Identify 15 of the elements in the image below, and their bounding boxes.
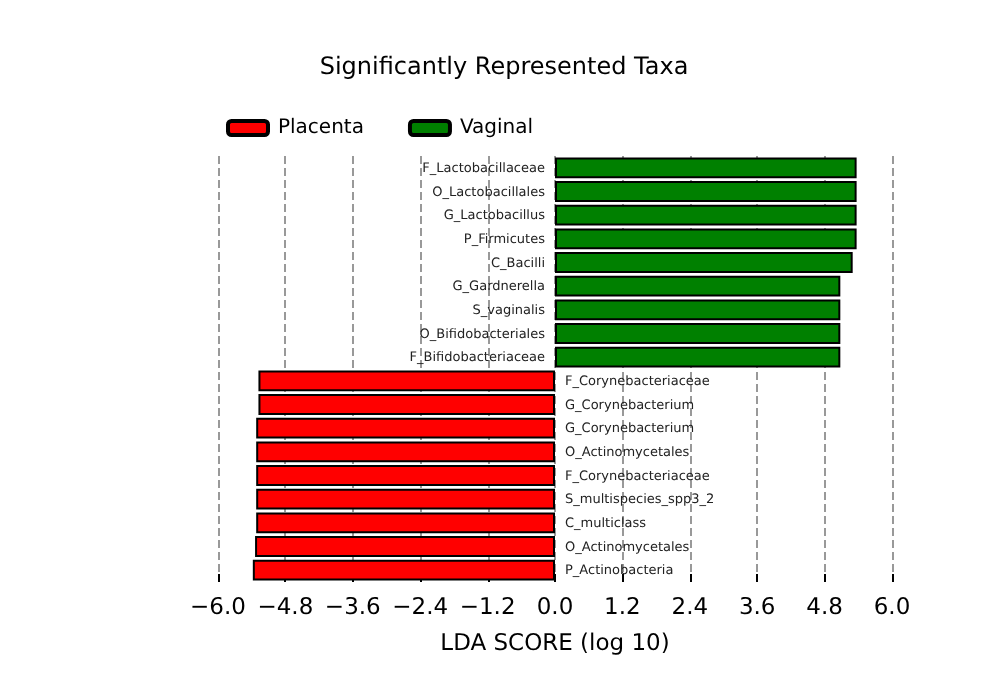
x-tick-label: −4.8 <box>257 592 314 620</box>
x-tick-label: −6.0 <box>190 592 246 620</box>
x-axis-title: LDA SCORE (log 10) <box>440 628 670 656</box>
x-tick-label: 6.0 <box>873 592 911 620</box>
x-tick-label: −3.6 <box>324 592 381 620</box>
x-tick-label: 2.4 <box>671 592 709 620</box>
legend-label: Vaginal <box>459 117 534 139</box>
x-tick-label: 0.0 <box>536 592 574 620</box>
x-tick-label: −1.2 <box>459 592 516 620</box>
chart-title: Significantly Represented Taxa <box>319 52 689 80</box>
x-tick-label: −2.4 <box>392 592 449 620</box>
x-tick-label: 1.2 <box>604 592 641 620</box>
x-tick-label: 3.6 <box>738 592 776 620</box>
legend-label: Placenta <box>278 117 364 139</box>
x-tick-label: 4.8 <box>806 592 843 620</box>
